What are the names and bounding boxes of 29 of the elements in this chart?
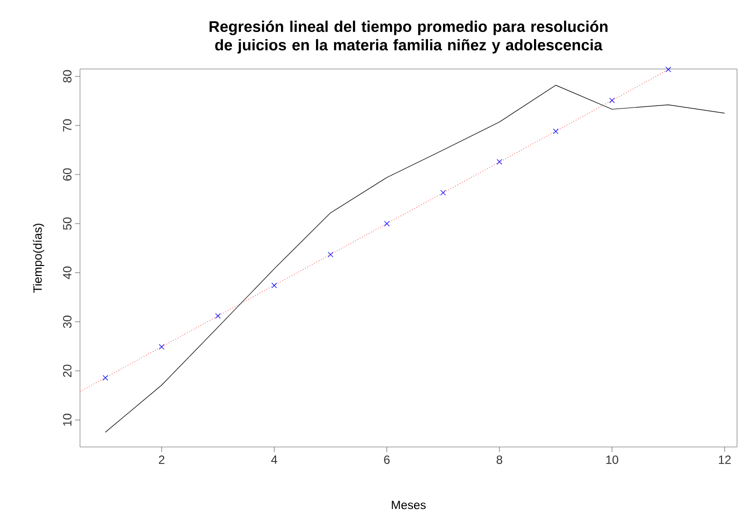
x-tick-label: 4 — [271, 456, 278, 464]
point — [552, 128, 559, 134]
point — [158, 344, 164, 350]
point — [102, 374, 108, 381]
y-tick-label: 30 — [63, 316, 72, 328]
point — [328, 252, 334, 258]
point — [440, 190, 446, 196]
y-tick-label: 10 — [63, 414, 72, 426]
y-tick-label: 60 — [63, 168, 72, 181]
point — [384, 220, 390, 226]
y-tick-label: 20 — [63, 364, 72, 377]
point — [666, 66, 672, 72]
x-axis-title: Meses — [392, 500, 426, 510]
y-axis-title: Tiempo(días) — [32, 224, 44, 293]
y-tick-label: 50 — [63, 217, 72, 230]
x-tick-label: 12 — [718, 456, 731, 464]
y-tick-label: 80 — [63, 70, 72, 82]
point — [271, 282, 278, 288]
line-series — [105, 84, 725, 433]
x-tick-label: 2 — [158, 456, 164, 464]
point — [609, 98, 615, 104]
y-tick-label: 70 — [63, 119, 72, 132]
point — [496, 159, 502, 165]
x-tick-label: 6 — [384, 456, 390, 464]
chart-title: Regresión lineal del tiempo promedio para resolución de juicios en la materia familia niñez y adolescencia — [210, 20, 608, 54]
x-tick-label: 8 — [496, 456, 502, 464]
y-tick-label: 40 — [63, 266, 72, 280]
x-tick-label: 10 — [606, 456, 618, 464]
point — [215, 313, 221, 319]
